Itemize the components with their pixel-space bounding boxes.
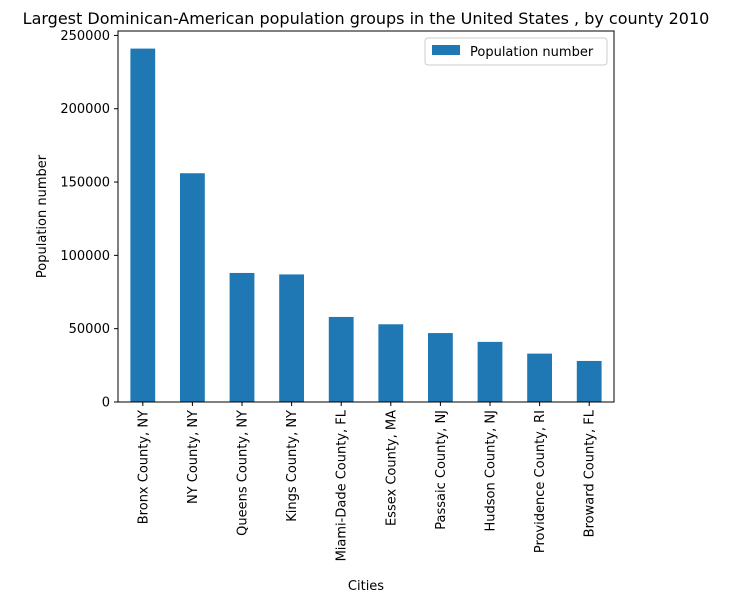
bar: [576, 360, 602, 402]
legend-entry: Population number: [470, 45, 594, 60]
bar: [229, 272, 255, 402]
x-tick-label: Providence County, RI: [533, 410, 548, 553]
bar: [378, 324, 404, 402]
legend: Population number: [424, 37, 608, 66]
x-tick-label: Kings County, NY: [285, 410, 300, 522]
bar: [527, 353, 552, 402]
chart-title: Largest Dominican-American population gr…: [23, 9, 710, 28]
plot-frame: [117, 30, 615, 403]
x-axis-ticks: Bronx County, NY NY County, NY Queens Coun…: [136, 402, 598, 561]
bar: [328, 316, 354, 402]
bar: [180, 173, 205, 402]
y-tick-label: 150000: [60, 176, 110, 191]
bar: [279, 274, 304, 402]
y-tick-label: 0: [102, 396, 110, 411]
x-tick-label: Hudson County, NJ: [484, 410, 499, 532]
bars-group: [130, 48, 602, 403]
x-axis-label: Cities: [348, 579, 384, 594]
bar: [477, 341, 503, 402]
y-tick-label: 200000: [60, 102, 110, 117]
y-tick-label: 50000: [69, 322, 110, 337]
x-tick-label: Passaic County, NJ: [434, 410, 449, 530]
y-tick-label: 100000: [60, 249, 110, 264]
x-tick-label: Essex County, MA: [384, 410, 399, 526]
x-tick-label: Miami-Dade County, FL: [335, 409, 350, 561]
y-axis-label: Population number: [35, 154, 50, 278]
x-tick-label: NY County, NY: [186, 410, 201, 504]
x-tick-label: Queens County, NY: [236, 410, 251, 536]
y-tick-label: 250000: [60, 29, 110, 44]
x-tick-label: Broward County, FL: [583, 409, 598, 537]
y-axis-ticks: 0 50000 100000 150000 200000 250000: [60, 29, 118, 411]
legend-swatch: [432, 45, 460, 55]
legend-box: [424, 37, 608, 66]
bar: [130, 48, 156, 403]
x-tick-label: Bronx County, NY: [136, 410, 151, 524]
bar: [428, 333, 453, 402]
